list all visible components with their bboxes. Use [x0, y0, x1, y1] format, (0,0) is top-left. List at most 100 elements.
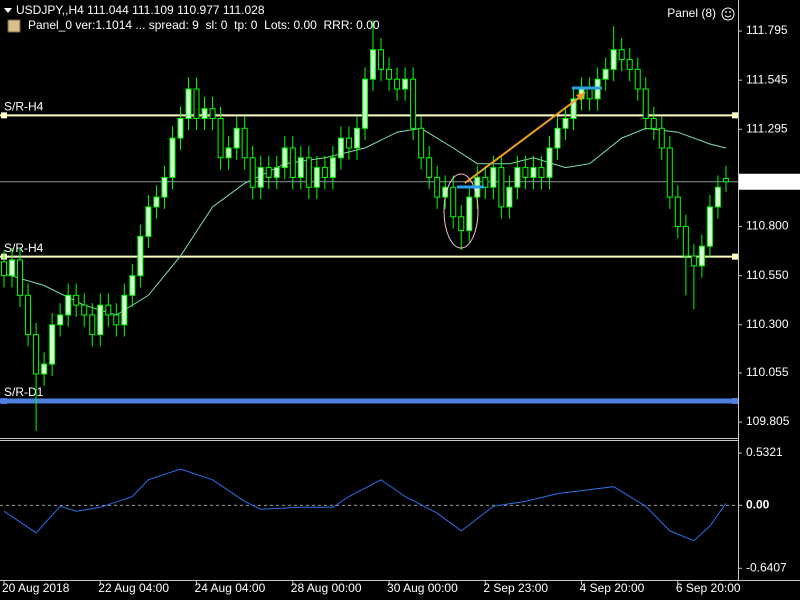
candle-body [418, 127, 425, 159]
candle-body [394, 78, 401, 90]
x-tick-label: 2 Sep 23:00 [483, 581, 548, 595]
candle-body [209, 108, 216, 119]
candle-body [714, 186, 721, 208]
candle-body [658, 127, 665, 149]
candle-body [49, 324, 56, 365]
panel-icon[interactable] [7, 19, 21, 33]
level-handle [732, 112, 738, 119]
candle-body [297, 157, 304, 178]
level-label: S/R-H4 [4, 100, 44, 114]
candle-body [57, 314, 64, 326]
candle-body [353, 127, 360, 149]
candle-body [41, 363, 48, 375]
candle-body [482, 176, 489, 188]
x-tick-label: 4 Sep 20:00 [580, 581, 645, 595]
candle-body [337, 137, 344, 159]
candle-body [185, 88, 192, 119]
panel-button[interactable]: Panel (8) [667, 6, 716, 20]
y-tick-label: 110.550 [746, 268, 789, 282]
candle-body [458, 216, 465, 231]
candle-body [690, 255, 697, 267]
candle-body [642, 88, 649, 119]
candle-body [602, 68, 609, 80]
osc-y-tick-label: 0.00 [746, 498, 770, 512]
candle-body [386, 68, 393, 80]
moving-average [3, 127, 727, 316]
level-handle [732, 253, 738, 260]
candle-body [329, 157, 336, 178]
candle-body [177, 117, 184, 139]
symbol: USDJPY,,H4 [16, 3, 84, 17]
x-tick-label: 6 Sep 20:00 [676, 581, 741, 595]
last-high: 111.109 [132, 3, 174, 17]
candle-body [137, 235, 144, 277]
level-handle [1, 112, 7, 119]
level-label: S/R-D1 [4, 385, 44, 399]
candle-body [530, 167, 537, 178]
candle-body [666, 147, 673, 198]
candle-body [722, 178, 729, 183]
candle-body [498, 167, 505, 208]
candle-body [81, 304, 88, 316]
candle-body [33, 334, 40, 375]
candle-body [105, 304, 112, 316]
dropdown-icon[interactable] [4, 8, 12, 13]
candle-body [674, 196, 681, 228]
candle-body [73, 294, 80, 306]
y-tick-label: 111.545 [746, 72, 788, 86]
candle-body [65, 294, 72, 316]
candle-body [626, 59, 633, 70]
panel-info: Panel_0 ver:1.1014 ... spread: 9 sl: 0 t… [28, 18, 380, 32]
osc-y-tick-label: 0.5321 [746, 445, 783, 459]
x-tick-label: 22 Aug 04:00 [98, 581, 169, 595]
candle-body [410, 78, 417, 129]
candle-body [538, 167, 545, 178]
candle-body [17, 259, 24, 296]
candle-body [618, 49, 625, 61]
candle-body [289, 147, 296, 178]
candle-body [345, 137, 352, 149]
candle-body [161, 176, 168, 198]
x-tick-label: 28 Aug 00:00 [291, 581, 362, 595]
candle-body [201, 108, 208, 119]
candle-body [89, 314, 96, 336]
candle-body [570, 98, 577, 119]
candle-body [562, 117, 569, 129]
candle-body [217, 117, 224, 159]
y-tick-label: 110.800 [746, 219, 789, 233]
candle-body [634, 68, 641, 90]
candle-body [265, 167, 272, 178]
osc-y-tick-label: -0.6407 [746, 560, 787, 574]
candle-body [281, 147, 288, 169]
smiley-eye [729, 11, 731, 13]
x-tick-label: 20 Aug 2018 [2, 581, 70, 595]
candle-body [586, 88, 593, 100]
candle-body [546, 147, 553, 178]
smiley-icon [721, 7, 735, 21]
candle-body [378, 49, 385, 70]
candle-body [361, 78, 368, 129]
candle-body [273, 167, 280, 178]
x-tick-label: 24 Aug 04:00 [195, 581, 266, 595]
smiley-mouth [724, 15, 732, 18]
level-handle [732, 398, 738, 405]
candle-body [466, 196, 473, 231]
smiley-eye [725, 11, 727, 13]
candle-body [698, 245, 705, 267]
level-handle [1, 398, 7, 405]
candle-body [321, 167, 328, 178]
y-tick-label: 110.300 [746, 317, 789, 331]
candle-body [129, 275, 136, 296]
candle-body [682, 226, 689, 257]
oscillator-line [3, 468, 727, 542]
candle-body [313, 167, 320, 188]
candle-body [9, 259, 16, 277]
candle-body [554, 127, 561, 149]
candle-body [233, 127, 240, 149]
candle-body [490, 167, 497, 188]
candle-body [402, 78, 409, 90]
candle-body [514, 167, 521, 188]
